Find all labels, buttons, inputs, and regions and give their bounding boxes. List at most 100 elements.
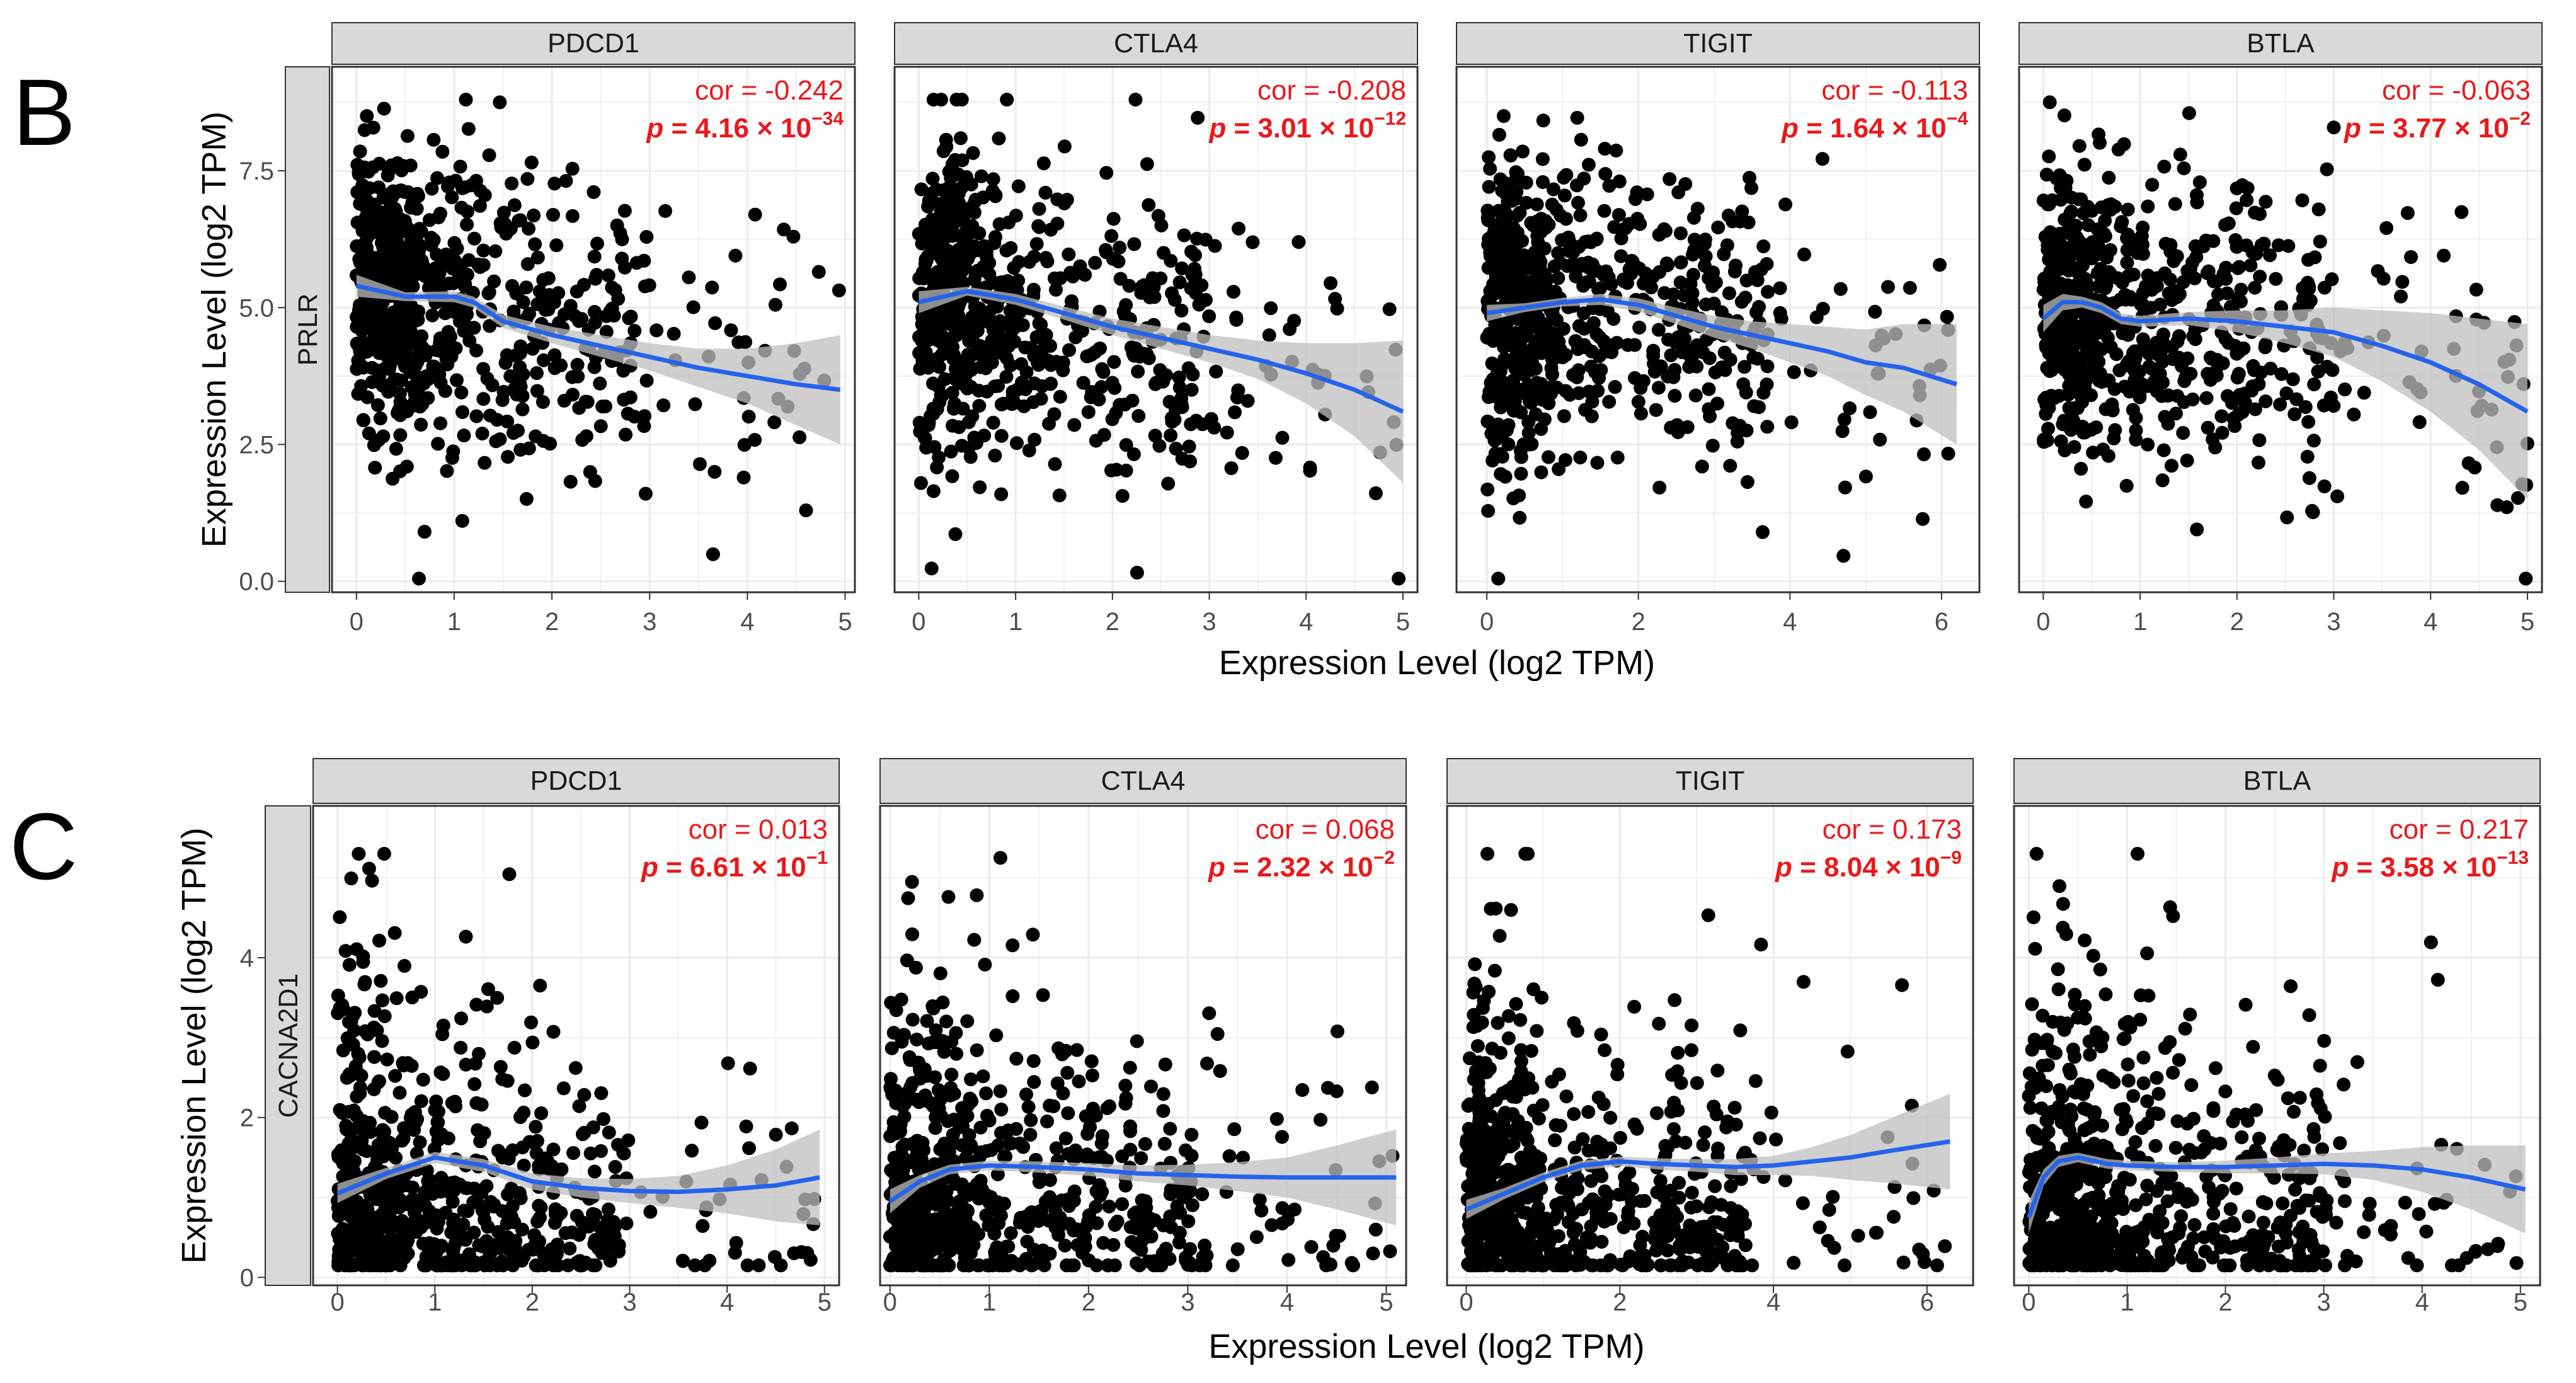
data-point (951, 167, 965, 181)
data-point (369, 1192, 384, 1207)
data-point (939, 1014, 954, 1029)
data-point (534, 1106, 549, 1120)
data-point (1085, 384, 1099, 399)
data-point (1524, 1043, 1538, 1058)
data-point (2251, 456, 2265, 470)
data-point (1858, 469, 1873, 484)
data-point (1332, 1229, 1346, 1243)
data-point (1609, 143, 1623, 158)
data-point (2216, 356, 2230, 370)
data-point (1081, 405, 1096, 419)
y-tick-label: 2 (240, 1105, 254, 1132)
x-tick-label: 2 (2230, 608, 2244, 636)
data-point (1573, 450, 1588, 465)
data-point (1060, 1258, 1074, 1273)
data-point (1649, 1243, 1663, 1258)
p-exponent: −2 (1373, 847, 1395, 868)
data-point (1084, 1054, 1099, 1069)
data-point (2206, 234, 2221, 248)
data-point (2325, 363, 2340, 377)
data-point (962, 1128, 976, 1142)
data-point (739, 1119, 753, 1133)
data-point (1185, 1198, 1199, 1212)
data-point (2201, 420, 2215, 435)
data-point (1047, 407, 1062, 422)
data-point (358, 341, 372, 356)
data-point (1880, 280, 1895, 294)
data-point (999, 369, 1014, 384)
x-tick-label: 3 (2327, 608, 2340, 636)
data-point (1743, 171, 1757, 185)
data-point (970, 1043, 984, 1057)
data-point (2133, 232, 2148, 246)
data-point (928, 214, 942, 229)
data-point (457, 428, 471, 443)
data-point (1365, 1080, 1379, 1094)
data-point (987, 1203, 1002, 1217)
data-point (945, 229, 959, 243)
data-point (2156, 443, 2171, 457)
data-point (1144, 1229, 1159, 1244)
data-point (2330, 489, 2345, 503)
data-point (568, 1061, 583, 1076)
data-point (1082, 1208, 1096, 1222)
data-point (1544, 361, 1559, 376)
data-point (433, 416, 447, 430)
x-tick-label: 4 (740, 608, 754, 636)
data-point (1491, 1258, 1505, 1273)
data-point (2281, 239, 2296, 253)
y-axis-label: Expression Level (log2 TPM) (175, 827, 213, 1263)
data-point (682, 270, 696, 285)
data-point (532, 1162, 546, 1176)
data-point (901, 891, 915, 905)
data-point (603, 304, 617, 318)
data-point (2302, 471, 2316, 485)
data-point (1562, 244, 1576, 258)
data-point (1099, 166, 1114, 180)
data-point (507, 198, 522, 212)
x-tick-label: 2 (525, 1288, 539, 1316)
data-point (1611, 208, 1626, 222)
data-point (357, 1199, 372, 1214)
data-point (516, 295, 530, 309)
data-point (384, 1110, 399, 1124)
data-point (1809, 310, 1824, 324)
data-point (905, 1013, 920, 1027)
data-point (534, 1200, 548, 1215)
data-point (915, 309, 929, 324)
data-point (491, 1144, 505, 1158)
data-point (1760, 359, 1775, 374)
data-point (967, 933, 982, 947)
data-point (1316, 1250, 1331, 1265)
data-point (1750, 273, 1765, 287)
data-point (1467, 977, 1482, 991)
data-point (1115, 1197, 1130, 1212)
data-point (705, 280, 719, 295)
data-point (356, 1142, 370, 1157)
data-point (367, 1004, 382, 1018)
data-point (1183, 454, 1198, 469)
data-point (393, 464, 408, 478)
data-point (368, 461, 382, 475)
data-point (1287, 1202, 1302, 1217)
data-point (793, 430, 807, 445)
data-point (2127, 373, 2142, 387)
data-point (1895, 978, 1909, 992)
data-point (2187, 271, 2202, 285)
data-point (455, 405, 470, 420)
data-point (505, 1199, 520, 1214)
data-point (1916, 447, 1931, 462)
data-point (1032, 316, 1046, 331)
data-point (2061, 224, 2075, 239)
data-point (412, 571, 426, 586)
x-tick-label: 3 (622, 1288, 636, 1316)
data-point (1382, 302, 1397, 316)
data-point (524, 1015, 539, 1030)
data-point (2067, 440, 2081, 454)
data-point (1125, 1235, 1139, 1249)
data-point (928, 309, 942, 323)
data-point (978, 957, 992, 972)
data-point (1164, 253, 1178, 268)
data-point (575, 1127, 590, 1142)
data-point (1835, 424, 1850, 439)
